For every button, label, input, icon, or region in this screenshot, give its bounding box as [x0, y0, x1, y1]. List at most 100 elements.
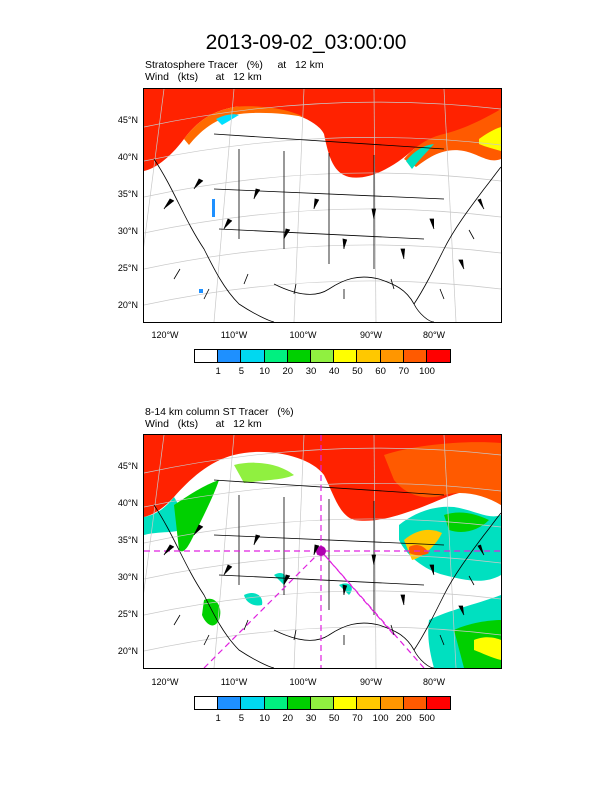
- panel2-lat-label-45n: 45°N: [117, 461, 138, 471]
- panel1-tracer-field: [144, 89, 501, 293]
- panel1-colorbar-swatch: [241, 350, 265, 362]
- panel1-lat-label-35n: 35°N: [117, 189, 138, 199]
- panel2-site-marker: [316, 546, 326, 556]
- panel2-colorbar-label: 20: [282, 713, 294, 724]
- panel2-colorbar-label: 30: [305, 713, 317, 724]
- panel1-subtitle-wind: Wind (kts) at 12 km: [145, 71, 262, 83]
- panel2-colorbar-label: 200: [395, 713, 412, 724]
- panel1-colorbar-swatch: [195, 350, 219, 362]
- panel2-lon-label-90w: 90°W: [359, 677, 383, 687]
- panel2-colorbar-swatch: [357, 697, 381, 709]
- panel1-east-orange: [404, 109, 501, 167]
- panel1-blue-dot: [199, 289, 203, 293]
- panel2-orange-area: [384, 442, 501, 505]
- panel2-se-yellow: [474, 637, 501, 660]
- panel1-colorbar-swatch: [264, 350, 288, 362]
- panel1-colorbar-swatch: [380, 350, 404, 362]
- panel1-colorbar-swatch: [426, 350, 451, 362]
- panel1-lat-label-20n: 20°N: [117, 300, 138, 310]
- panel1-colorbar-label: 30: [305, 366, 317, 377]
- panel1-east-yellow: [479, 127, 501, 151]
- panel1-high-tracer-area: [144, 89, 501, 178]
- panel2-colorbar-label: 10: [259, 713, 270, 724]
- panel2-colorbar-label: 100: [372, 713, 389, 724]
- panel2-map-svg: [144, 435, 501, 668]
- panel1-colorbar-swatch: [357, 350, 381, 362]
- panel2-colorbar-label: 50: [328, 713, 340, 724]
- panel1-wind-barbs: [163, 178, 485, 300]
- panel2-subtitle-tracer: 8-14 km column ST Tracer (%): [145, 406, 294, 418]
- panel2-colorbar-label: 70: [352, 713, 363, 724]
- panel1-lat-label-45n: 45°N: [117, 115, 138, 125]
- panel2-scattered-cells: [244, 573, 352, 606]
- panel1-colorbar-swatch: [310, 350, 335, 362]
- figure-title: 2013-09-02_03:00:00: [205, 31, 407, 54]
- panel1-colorbar-label: 20: [282, 366, 294, 377]
- panel1-lon-label-120w: 120°W: [151, 330, 179, 340]
- panel1-colorbar-swatch: [218, 350, 242, 362]
- panel1-colorbar-label: 1: [215, 366, 221, 377]
- panel1-lon-label-90w: 90°W: [359, 330, 383, 340]
- panel2-colorbar-swatch: [426, 697, 451, 709]
- panel2-graticule: [144, 435, 501, 668]
- panel2-colorbar-label: 500: [419, 713, 435, 724]
- panel1-cyan-patch: [216, 114, 239, 125]
- panel2-coastlines: [153, 479, 501, 668]
- panel2-lat-label-25n: 25°N: [117, 609, 138, 619]
- panel2-colorbar-swatch: [195, 697, 219, 709]
- panel1-colorbar-label: 5: [238, 366, 245, 377]
- panel2-lon-label-120w: 120°W: [151, 677, 179, 687]
- panel2-colorbar: [194, 696, 452, 710]
- panel1-colorbar-label: 50: [352, 366, 363, 377]
- panel1-lat-label-40n: 40°N: [117, 152, 138, 162]
- panel2-lon-label-110w: 110°W: [220, 677, 248, 687]
- panel2-lat-label-40n: 40°N: [117, 498, 138, 508]
- panel1-colorbar-label: 100: [419, 366, 435, 377]
- panel1-map-svg: [144, 89, 501, 322]
- panel2-north-green: [234, 462, 294, 483]
- panel1-colorbar-swatch: [334, 350, 358, 362]
- panel1-coastlines: [153, 133, 501, 322]
- panel2-lat-label-30n: 30°N: [117, 572, 138, 582]
- panel2-east-orange: [409, 545, 429, 556]
- panel2-tracer-field: [144, 435, 501, 668]
- panel1-lon-label-100w: 100°W: [289, 330, 317, 340]
- panel2-lon-label-80w: 80°W: [422, 677, 446, 687]
- panel1-colorbar-label: 60: [375, 366, 386, 377]
- panel2-colorbar-swatch: [403, 697, 427, 709]
- panel2-colorbar-label: 1: [215, 713, 221, 724]
- panel2-colorbar-swatch: [264, 697, 288, 709]
- panel2-south-green: [202, 598, 221, 626]
- panel1-subtitle-tracer: Stratosphere Tracer (%) at 12 km: [145, 59, 324, 71]
- panel1-blue-streak: [212, 199, 215, 217]
- panel1-lat-label-25n: 25°N: [117, 263, 138, 273]
- panel2-map: [143, 434, 502, 669]
- panel2-lat-label-20n: 20°N: [117, 646, 138, 656]
- panel2-subtitle-wind: Wind (kts) at 12 km: [145, 418, 262, 430]
- panel2-east-green: [444, 512, 489, 532]
- panel1-colorbar-label: 70: [398, 366, 410, 377]
- panel2-colorbar-swatch: [241, 697, 265, 709]
- panel2-colorbar-swatch: [380, 697, 404, 709]
- panel2-colorbar-label: 5: [238, 713, 245, 724]
- panel2-lat-label-35n: 35°N: [117, 535, 138, 545]
- panel2-colorbar-swatch: [310, 697, 335, 709]
- panel2-colorbar-swatch: [287, 697, 311, 709]
- panel1-east-cyan: [406, 144, 434, 169]
- panel1-lon-label-110w: 110°W: [220, 330, 248, 340]
- panel1-colorbar-label: 10: [259, 366, 270, 377]
- panel1-map: [143, 88, 502, 323]
- panel1-lat-label-30n: 30°N: [117, 226, 138, 236]
- panel1-colorbar-swatch: [287, 350, 311, 362]
- panel1-lon-label-80w: 80°W: [422, 330, 446, 340]
- panel1-colorbar: [194, 349, 452, 363]
- panel1-orange-band: [184, 106, 304, 145]
- panel1-colorbar-swatch: [403, 350, 427, 362]
- panel1-colorbar-label: 40: [328, 366, 340, 377]
- panel1-graticule: [144, 89, 501, 322]
- panel2-lon-label-100w: 100°W: [289, 677, 317, 687]
- panel2-colorbar-swatch: [218, 697, 242, 709]
- panel2-wind-barbs: [163, 524, 485, 646]
- panel2-west-green: [174, 480, 219, 552]
- panel2-colorbar-swatch: [334, 697, 358, 709]
